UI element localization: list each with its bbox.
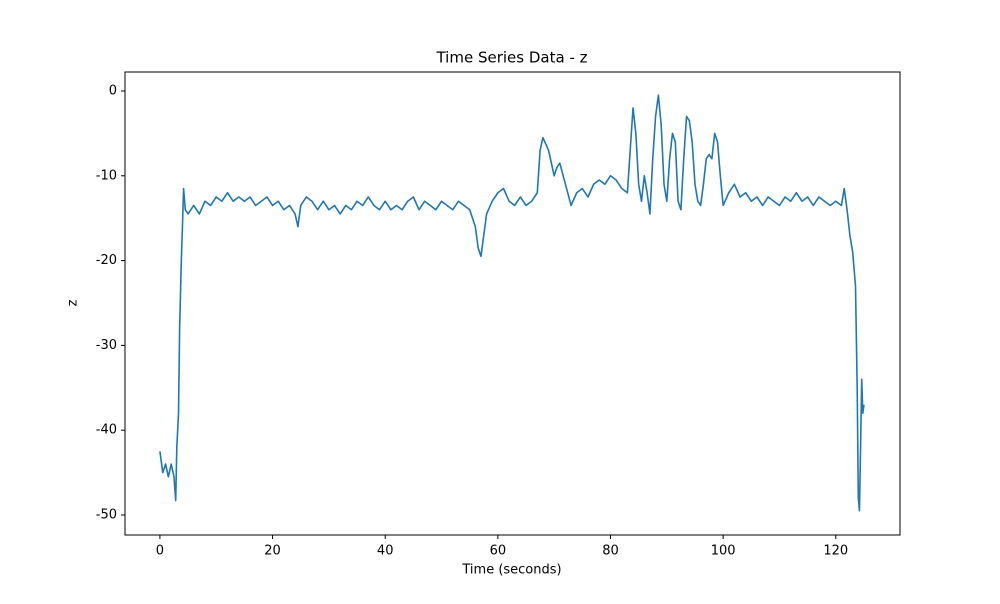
x-axis-label: Time (seconds) — [461, 563, 561, 578]
x-tick-label: 100 — [711, 544, 736, 559]
x-tick-label: 60 — [490, 544, 507, 559]
y-tick-label: -30 — [96, 338, 117, 353]
x-tick-label: 40 — [377, 544, 394, 559]
plot-frame — [124, 71, 901, 536]
y-tick-label: -40 — [96, 423, 117, 438]
x-tick-label: 120 — [823, 544, 848, 559]
x-tick-label: 80 — [602, 544, 619, 559]
y-axis-label: z — [66, 299, 81, 306]
x-tick-label: 0 — [156, 544, 164, 559]
y-tick-label: -10 — [96, 168, 117, 183]
y-tick-label: -50 — [96, 507, 117, 522]
y-tick-label: 0 — [109, 83, 117, 98]
x-tick-label: 20 — [264, 544, 281, 559]
y-tick-label: -20 — [96, 253, 117, 268]
chart-title: Time Series Data - z — [435, 49, 587, 67]
data-line — [159, 94, 865, 512]
